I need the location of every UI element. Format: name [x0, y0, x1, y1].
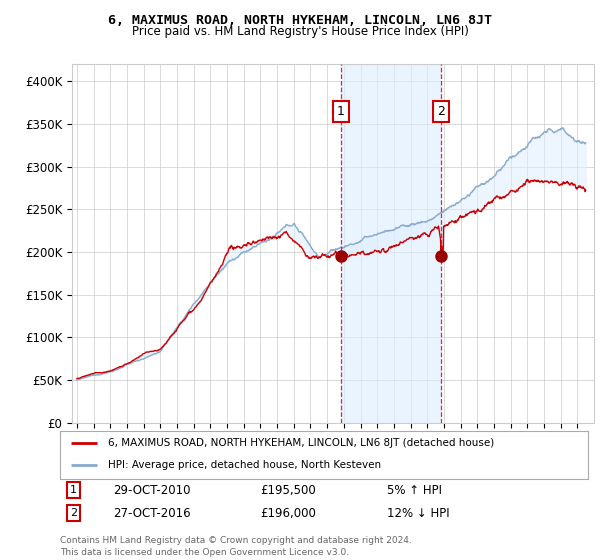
Text: Contains HM Land Registry data © Crown copyright and database right 2024.
This d: Contains HM Land Registry data © Crown c… [60, 536, 412, 557]
Text: 6, MAXIMUS ROAD, NORTH HYKEHAM, LINCOLN, LN6 8JT: 6, MAXIMUS ROAD, NORTH HYKEHAM, LINCOLN,… [108, 14, 492, 27]
Text: HPI: Average price, detached house, North Kesteven: HPI: Average price, detached house, Nort… [107, 460, 380, 470]
Text: 2: 2 [70, 508, 77, 519]
Text: 1: 1 [337, 105, 345, 118]
Text: 1: 1 [70, 485, 77, 495]
Text: 29-OCT-2010: 29-OCT-2010 [113, 484, 190, 497]
Text: 27-OCT-2016: 27-OCT-2016 [113, 507, 190, 520]
Text: £195,500: £195,500 [260, 484, 316, 497]
Text: Price paid vs. HM Land Registry's House Price Index (HPI): Price paid vs. HM Land Registry's House … [131, 25, 469, 38]
Text: 5% ↑ HPI: 5% ↑ HPI [388, 484, 442, 497]
Text: 6, MAXIMUS ROAD, NORTH HYKEHAM, LINCOLN, LN6 8JT (detached house): 6, MAXIMUS ROAD, NORTH HYKEHAM, LINCOLN,… [107, 438, 494, 448]
Bar [341, 64, 441, 423]
Text: 2: 2 [437, 105, 445, 118]
Text: 12% ↓ HPI: 12% ↓ HPI [388, 507, 450, 520]
Text: £196,000: £196,000 [260, 507, 317, 520]
